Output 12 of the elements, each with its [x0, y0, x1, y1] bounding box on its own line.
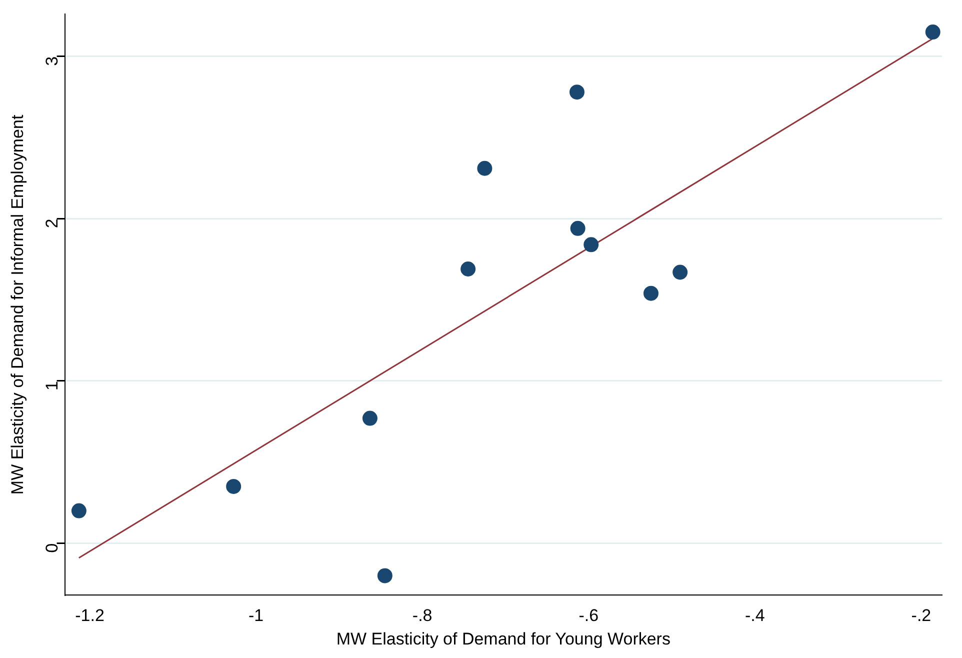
y-tick-label: 2	[42, 218, 62, 228]
x-axis-title: MW Elasticity of Demand for Young Workers	[336, 629, 670, 648]
y-axis-title: MW Elasticity of Demand for Informal Employment	[8, 114, 27, 495]
x-tick-label: -.8	[412, 606, 432, 626]
x-tick-label: -.4	[745, 606, 765, 626]
y-tick-label: 0	[42, 543, 62, 553]
x-tick-label: -.2	[911, 606, 932, 626]
y-tick-label: 3	[42, 56, 62, 66]
x-tick-label: -1.2	[75, 606, 104, 626]
x-tick-label: -.6	[578, 606, 599, 626]
y-tick-label: 1	[42, 380, 62, 390]
x-tick-label: -1	[248, 606, 264, 626]
